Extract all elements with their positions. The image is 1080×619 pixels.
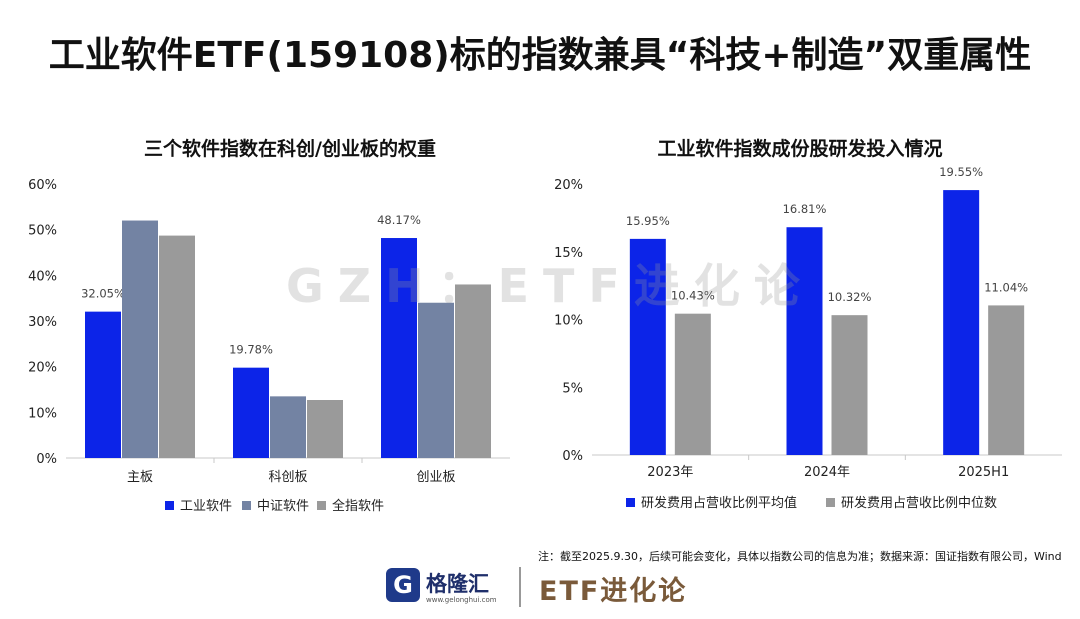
legend-swatch bbox=[242, 501, 251, 510]
right-data-label: 11.04% bbox=[984, 280, 1028, 294]
legend-label: 研发费用占营收比例平均值 bbox=[641, 496, 798, 511]
gelonghui-logo-name: 格隆汇 bbox=[426, 572, 489, 596]
logo-divider bbox=[519, 567, 521, 607]
legend-label: 工业软件 bbox=[180, 499, 233, 514]
right-bar bbox=[629, 238, 666, 455]
left-category-label: 科创板 bbox=[268, 470, 307, 485]
footnote: 注：截至2025.9.30，后续可能会变化，具体以指数公司的信息为准；数据来源：… bbox=[538, 550, 1062, 563]
right-category-label: 2023年 bbox=[647, 465, 693, 480]
left-bar bbox=[455, 284, 491, 458]
right-bar bbox=[831, 315, 868, 455]
left-category-label: 创业板 bbox=[416, 470, 455, 485]
left-y-tick-label: 60% bbox=[28, 178, 57, 193]
right-data-label: 19.55% bbox=[939, 165, 983, 179]
gelonghui-logo-mark: G bbox=[386, 568, 420, 602]
right-bar bbox=[674, 313, 711, 455]
right-y-tick-label: 0% bbox=[562, 449, 583, 464]
left-bar bbox=[381, 238, 417, 458]
left-bar bbox=[122, 220, 158, 458]
page-title: 工业软件ETF(159108)标的指数兼具“科技+制造”双重属性 bbox=[48, 35, 1032, 76]
left-bar bbox=[233, 367, 269, 458]
right-data-label: 16.81% bbox=[783, 202, 827, 216]
left-bar bbox=[270, 396, 306, 458]
legend-item-median: 研发费用占营收比例中位数 bbox=[826, 492, 997, 511]
legend-item-zhongzheng: 中证软件 bbox=[242, 495, 309, 514]
left-y-tick-label: 40% bbox=[28, 269, 57, 284]
right-y-tick-label: 5% bbox=[562, 381, 583, 396]
right-y-tick-label: 10% bbox=[554, 314, 583, 329]
left-bar bbox=[85, 311, 121, 458]
legend-item-average: 研发费用占营收比例平均值 bbox=[626, 492, 797, 511]
left-data-label: 32.05% bbox=[81, 287, 125, 301]
right-data-label: 10.43% bbox=[671, 289, 715, 303]
left-data-label: 19.78% bbox=[229, 343, 273, 357]
legend-item-quanzhi: 全指软件 bbox=[317, 495, 384, 514]
left-y-tick-label: 20% bbox=[28, 361, 57, 376]
legend-swatch bbox=[165, 501, 174, 510]
left-category-label: 主板 bbox=[127, 470, 153, 485]
left-y-tick-label: 50% bbox=[28, 224, 57, 239]
right-y-tick-label: 20% bbox=[554, 178, 583, 193]
left-y-tick-label: 30% bbox=[28, 315, 57, 330]
right-bar bbox=[786, 227, 823, 455]
left-y-tick-label: 10% bbox=[28, 406, 57, 421]
legend-swatch bbox=[317, 501, 326, 510]
right-data-label: 15.95% bbox=[626, 214, 670, 228]
legend-item-gongye: 工业软件 bbox=[165, 495, 232, 514]
legend-label: 中证软件 bbox=[257, 499, 310, 514]
left-chart-title: 三个软件指数在科创/创业板的权重 bbox=[144, 138, 436, 160]
left-bar bbox=[307, 400, 343, 458]
legend-label: 研发费用占营收比例中位数 bbox=[841, 496, 998, 511]
right-bar bbox=[988, 305, 1025, 455]
right-chart-title: 工业软件指数成份股研发投入情况 bbox=[657, 138, 943, 160]
legend-label: 全指软件 bbox=[332, 499, 385, 514]
right-bar bbox=[943, 190, 980, 455]
right-data-label: 10.32% bbox=[828, 290, 872, 304]
left-bar bbox=[418, 302, 454, 458]
brand-name: ETF进化论 bbox=[539, 576, 688, 607]
watermark: GZH：ETF进化论 bbox=[286, 259, 814, 313]
right-category-label: 2024年 bbox=[804, 465, 850, 480]
legend-swatch bbox=[626, 498, 635, 507]
left-bar bbox=[159, 235, 195, 458]
gelonghui-logo-url: www.gelonghui.com bbox=[426, 596, 497, 604]
left-data-label: 48.17% bbox=[377, 213, 421, 227]
legend-swatch bbox=[826, 498, 835, 507]
right-category-label: 2025H1 bbox=[958, 465, 1009, 480]
right-y-tick-label: 15% bbox=[554, 246, 583, 261]
left-y-tick-label: 0% bbox=[36, 452, 57, 467]
